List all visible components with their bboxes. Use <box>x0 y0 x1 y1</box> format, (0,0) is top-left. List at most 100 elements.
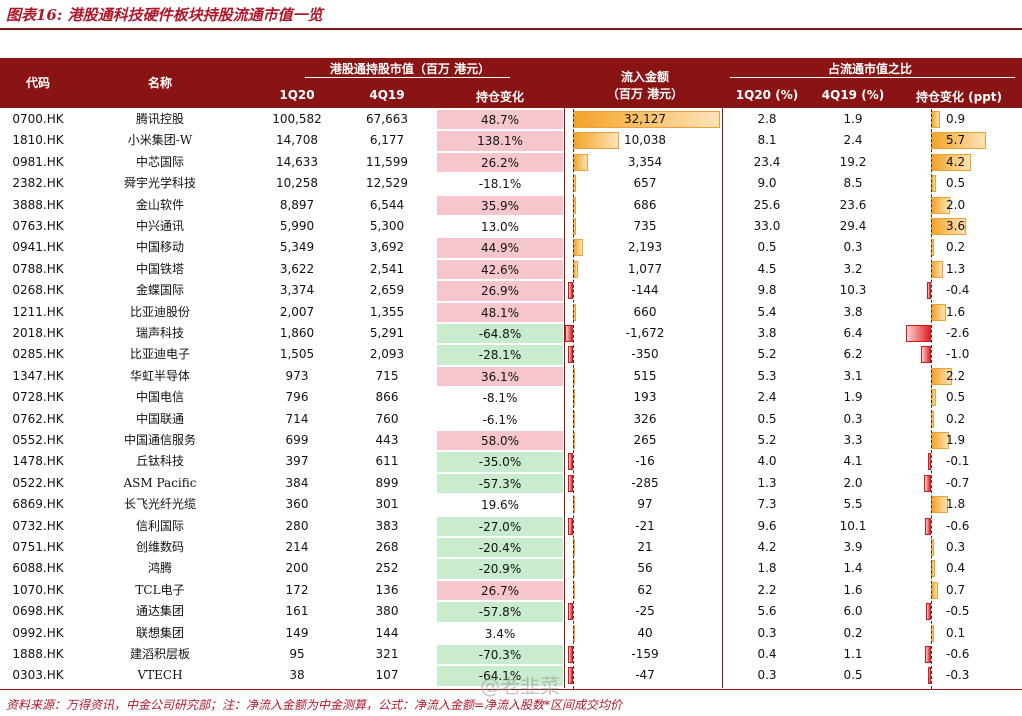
cell-chg: -64.8% <box>437 324 563 344</box>
cell-1q20: 384 <box>285 475 309 490</box>
cell-chg: -35.0% <box>437 452 563 472</box>
flow-bar <box>568 667 573 685</box>
cell-1q20: 10,258 <box>276 176 318 191</box>
cell-flow: -47 <box>635 668 655 683</box>
cell-chg: -57.3% <box>437 473 563 494</box>
cell-r-4q19: 6.2 <box>843 347 863 362</box>
cell-r-1q20: 9.6 <box>757 518 777 533</box>
ratio-bar <box>927 282 931 300</box>
cell-4q19: 443 <box>375 433 399 447</box>
cell-r-1q20: 5.2 <box>757 347 777 362</box>
cell-name: 中芯国际 <box>135 154 184 169</box>
cell-r-1q20: 9.0 <box>757 176 777 191</box>
cell-r-chg: 0.5 <box>946 390 966 405</box>
cell-r-4q19: 10.1 <box>839 518 867 533</box>
cell-code: 0981.HK <box>12 154 64 169</box>
cell-chg: -6.1% <box>482 412 518 427</box>
column-divider-flow-right <box>722 58 723 688</box>
cell-chg: -64.1% <box>437 666 563 686</box>
cell-r-chg: 0.9 <box>946 112 966 126</box>
cell-r-chg: 2.0 <box>946 197 966 212</box>
cell-4q19: 380 <box>375 604 399 619</box>
cell-4q19: 2,541 <box>369 261 405 276</box>
cell-code: 1810.HK <box>12 133 64 148</box>
table-row: 6088.HK 鸿腾 200 252 -20.9% 56 1.8 1.4 0.4 <box>0 558 1022 579</box>
cell-1q20: 214 <box>285 540 309 554</box>
cell-name: 舜宇光学科技 <box>123 176 196 191</box>
cell-r-4q19: 3.9 <box>843 540 863 554</box>
cell-code: 0522.HK <box>12 475 64 490</box>
cell-r-1q20: 2.8 <box>757 112 777 126</box>
cell-flow: 193 <box>633 390 657 405</box>
cell-chg: 26.9% <box>437 281 563 301</box>
cell-r-4q19: 4.1 <box>843 454 863 469</box>
cell-r-chg: 0.2 <box>946 411 966 426</box>
cell-4q19: 252 <box>375 561 399 576</box>
cell-r-4q19: 19.2 <box>839 154 867 169</box>
cell-1q20: 2,007 <box>279 304 315 319</box>
cell-name: 比亚迪股份 <box>129 304 190 319</box>
cell-r-1q20: 25.6 <box>753 197 781 212</box>
table-row: 0303.HK VTECH 38 107 -64.1% -47 0.3 0.5 -0.3 <box>0 665 1022 686</box>
cell-4q19: 321 <box>375 647 399 661</box>
cell-code: 6088.HK <box>12 561 64 576</box>
cell-r-chg: -0.5 <box>946 604 970 619</box>
cell-r-chg: 0.3 <box>946 540 966 554</box>
header-mktcap-group: 港股通持股市值（百万 港元） <box>329 62 491 76</box>
source-footnote: 资料来源：万得资讯，中金公司研究部；注：净流入金额为中金测算，公式：净流入金额=… <box>6 698 623 712</box>
cell-r-chg: 3.6 <box>946 219 966 233</box>
cell-4q19: 268 <box>375 540 399 554</box>
cell-1q20: 796 <box>285 390 309 405</box>
cell-name: 腾讯控股 <box>135 112 184 126</box>
cell-flow: 735 <box>633 219 657 233</box>
cell-1q20: 100,582 <box>272 112 322 126</box>
cell-1q20: 699 <box>285 433 309 447</box>
cell-name: 比亚迪电子 <box>129 347 190 362</box>
cell-r-1q20: 5.2 <box>757 433 777 447</box>
cell-chg: 48.1% <box>437 302 563 322</box>
cell-r-1q20: 0.4 <box>757 647 777 661</box>
cell-1q20: 161 <box>285 604 309 619</box>
cell-code: 0992.HK <box>12 625 64 640</box>
cell-r-4q19: 0.2 <box>843 625 863 640</box>
cell-4q19: 107 <box>375 668 399 683</box>
header-ratio-underline <box>730 77 1015 78</box>
cell-name: 小米集团-W <box>127 133 193 148</box>
cell-r-chg: 1.8 <box>946 497 966 512</box>
cell-chg: 58.0% <box>437 431 563 451</box>
cell-r-4q19: 3.3 <box>843 433 863 447</box>
cell-r-4q19: 6.0 <box>843 604 863 619</box>
cell-r-4q19: 1.6 <box>843 582 863 597</box>
cell-4q19: 5,291 <box>369 326 405 340</box>
cell-4q19: 866 <box>375 390 399 405</box>
cell-r-chg: -0.6 <box>946 518 970 533</box>
table-row: 0941.HK 中国移动 5,349 3,692 44.9% 2,193 0.5 0.3 0.2 <box>0 237 1022 258</box>
cell-flow: 657 <box>633 176 657 191</box>
cell-code: 0751.HK <box>12 540 64 554</box>
cell-flow: -159 <box>631 647 659 661</box>
cell-r-4q19: 2.4 <box>843 133 863 148</box>
bottom-rule <box>0 689 1022 690</box>
table-row: 0788.HK 中国铁塔 3,622 2,541 42.6% 1,077 4.5 3.2 1.3 <box>0 259 1022 280</box>
cell-code: 0941.HK <box>12 240 64 255</box>
ratio-bar <box>931 260 944 278</box>
flow-bar <box>568 474 573 492</box>
cell-1q20: 5,349 <box>279 240 315 255</box>
cell-flow: 326 <box>633 411 657 426</box>
ratio-bar <box>906 325 931 342</box>
ratio-bar <box>925 646 931 663</box>
cell-r-1q20: 4.0 <box>757 454 777 469</box>
cell-4q19: 2,093 <box>369 347 405 362</box>
ratio-bar <box>921 346 931 364</box>
cell-flow: -21 <box>635 518 655 533</box>
table-row: 0763.HK 中兴通讯 5,990 5,300 13.0% 735 33.0 29.4 3.6 <box>0 216 1022 237</box>
ratio-bar <box>931 303 947 321</box>
table-row: 0751.HK 创维数码 214 268 -20.4% 21 4.2 3.9 0.3 <box>0 537 1022 558</box>
cell-code: 0732.HK <box>12 518 64 533</box>
cell-r-1q20: 0.3 <box>757 668 777 683</box>
table-row: 0522.HK ASM Pacific 384 899 -57.3% -285 1.3 2.0… <box>0 473 1022 494</box>
cell-code: 0728.HK <box>12 390 64 405</box>
cell-1q20: 714 <box>285 411 309 426</box>
cell-code: 0698.HK <box>12 604 64 619</box>
cell-1q20: 149 <box>285 625 309 640</box>
